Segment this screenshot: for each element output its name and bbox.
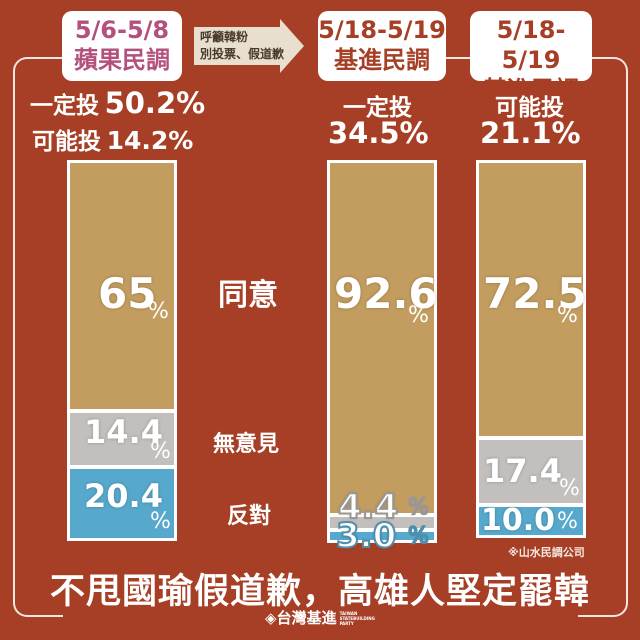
segment-oppose: 20.4 % — [70, 469, 174, 538]
arrow-body — [194, 27, 282, 65]
stat-value-base-possible: 21.1% — [480, 116, 581, 150]
poll-date: 5/18-5/19 — [496, 16, 566, 74]
frame-right-bracket — [578, 57, 628, 617]
stat-label-base-possible: 可能投 — [495, 95, 564, 121]
arrow-right-icon — [280, 19, 304, 73]
legend-neutral: 無意見 — [213, 432, 280, 457]
stat-possible-apple: 可能投 14.2% — [32, 126, 194, 155]
connector-line — [446, 57, 470, 59]
party-name: 台灣基進 — [276, 609, 337, 627]
segment-agree: 72.5 % — [479, 163, 587, 436]
stat-definite-apple: 一定投 50.2% — [30, 86, 206, 120]
poll-source: 基進民調 — [483, 76, 579, 104]
segment-oppose: 3.0 % — [330, 515, 434, 557]
arrow-note: 呼籲韓粉 別投票、假道歉 — [194, 19, 306, 73]
footer-logo: ◈台灣基進 TAIWAN STATEBUILDING PARTY — [0, 607, 640, 628]
frame-left-bracket — [13, 57, 63, 617]
stat-value-base-definite: 34.5% — [328, 116, 429, 150]
source-note: ※山水民調公司 — [508, 546, 585, 559]
bar-apple: 65 % 14.4 % 20.4 % — [67, 160, 177, 541]
bar-base-definite: 92.6 % 4.4 % 3.0 % — [327, 160, 438, 557]
poll-date: 5/18-5/19 — [318, 16, 446, 44]
legend-agree: 同意 — [218, 278, 278, 313]
legend-oppose: 反對 — [227, 504, 272, 529]
poll-tag-base-definite: 5/18-5/19 基進民調 — [318, 11, 446, 81]
stat-label-base-definite: 一定投 — [343, 95, 412, 121]
party-name-en: TAIWAN STATEBUILDING PARTY — [339, 611, 375, 626]
poll-source: 基進民調 — [334, 46, 430, 74]
segment-neutral: 14.4 % — [70, 413, 174, 465]
headline: 不甩國瑜假道歉，高雄人堅定罷韓 — [49, 572, 590, 612]
arrow-note-text: 呼籲韓粉 別投票、假道歉 — [200, 30, 285, 61]
bar-base-possible: 72.5 % 17.4 % 10.0 % — [476, 160, 587, 538]
party-logo-icon: ◈ — [265, 609, 277, 627]
segment-oppose: 10.0 % — [479, 503, 583, 538]
segment-agree: 65 % — [70, 163, 174, 409]
segment-agree: 92.6 % — [330, 163, 438, 513]
poll-source: 蘋果民調 — [74, 46, 170, 74]
segment-neutral: 4.4 % — [330, 486, 434, 528]
poll-date: 5/6-5/8 — [74, 16, 170, 44]
segment-neutral: 17.4 % — [479, 440, 583, 503]
poll-tag-base-possible: 5/18-5/19 基進民調 — [470, 11, 592, 104]
poll-tag-apple: 5/6-5/8 蘋果民調 — [62, 11, 182, 81]
